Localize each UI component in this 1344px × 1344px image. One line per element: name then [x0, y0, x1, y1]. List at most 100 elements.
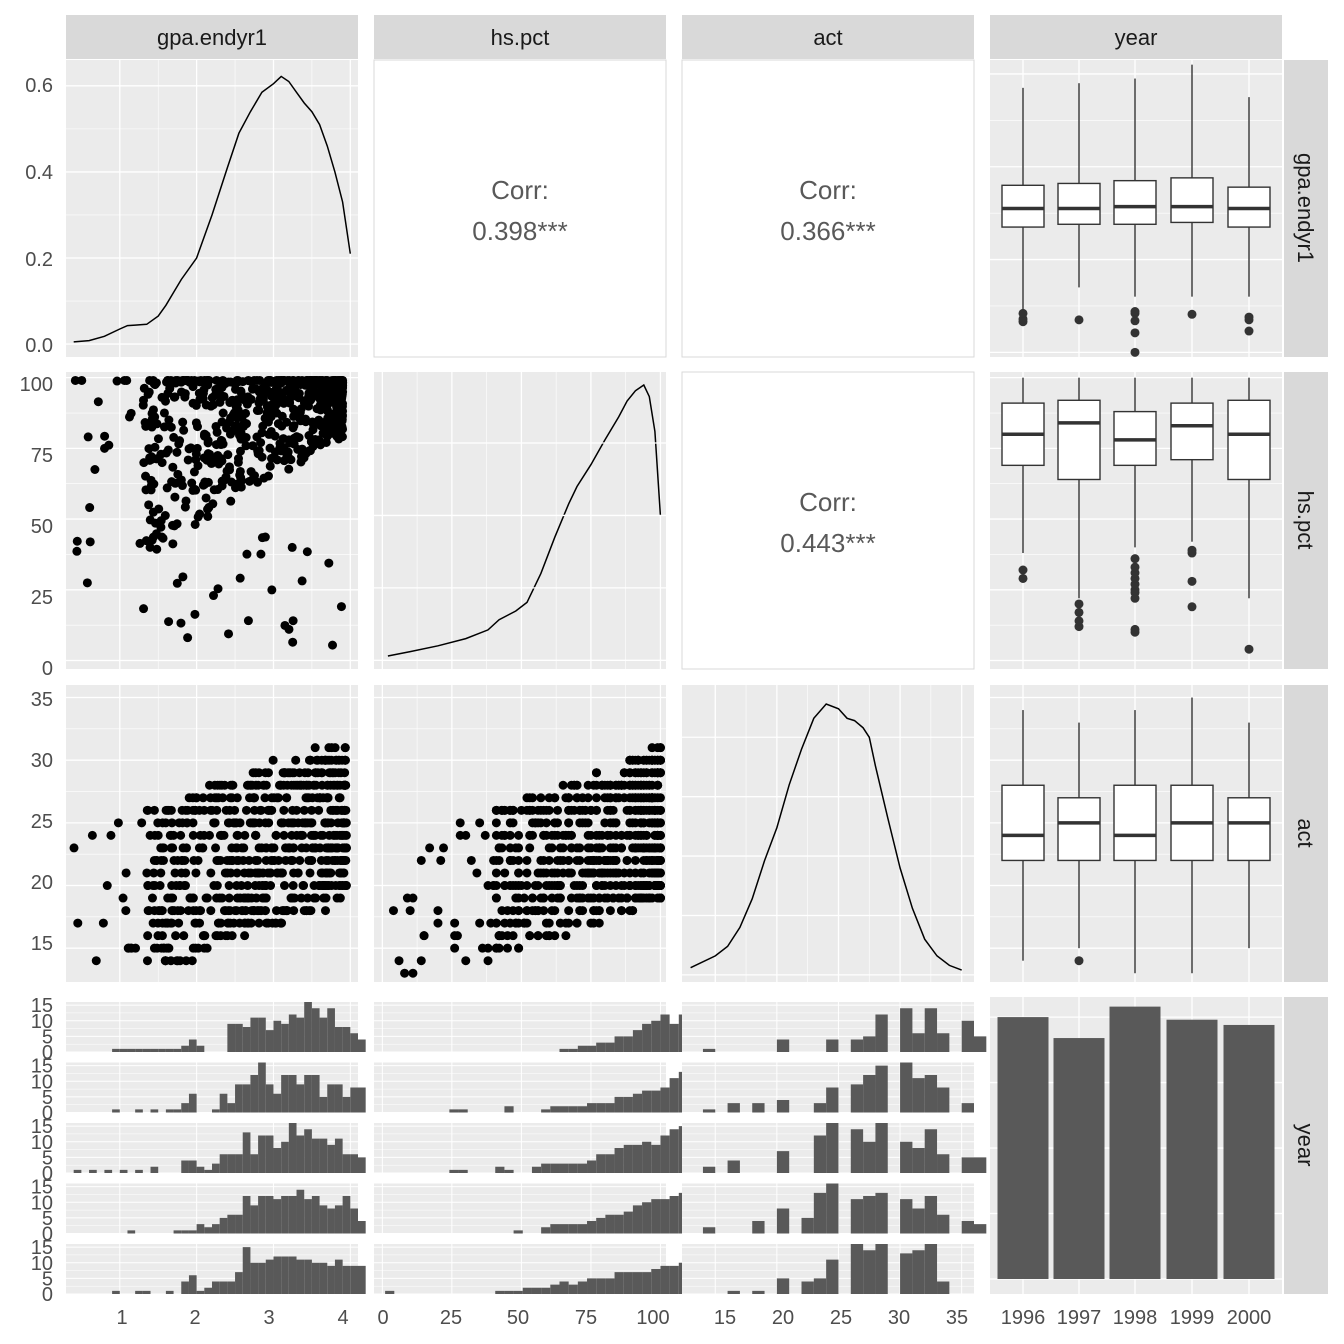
scatter-point	[301, 417, 311, 427]
hist-bar	[219, 1154, 228, 1173]
scatter-point	[600, 818, 610, 828]
scatter-point	[223, 450, 233, 460]
scatter-point	[219, 476, 229, 486]
hist-bar	[632, 1093, 643, 1113]
hist-bar	[242, 1132, 251, 1173]
scatter-point	[483, 881, 493, 891]
scatter-point	[289, 906, 299, 916]
scatter-point	[176, 618, 186, 628]
panel-gpa-gpa	[66, 60, 358, 357]
scatter-point	[611, 855, 621, 865]
hist-bar	[334, 1259, 343, 1294]
scatter-point	[310, 893, 320, 903]
hist-bar	[826, 1123, 839, 1173]
scatter-point	[167, 818, 177, 828]
scatter-point	[232, 843, 242, 853]
scatter-point	[171, 881, 181, 891]
scatter-point	[243, 918, 253, 928]
scatter-point	[178, 417, 188, 427]
box-1996	[1001, 784, 1045, 862]
hist-bar	[559, 1224, 569, 1234]
hist-bar	[495, 1290, 505, 1294]
box-outlier	[1018, 308, 1028, 318]
scatter-point	[243, 881, 253, 891]
scatter-point	[522, 855, 532, 865]
scatter-point	[550, 906, 560, 916]
scatter-point	[594, 893, 604, 903]
scatter-point	[528, 793, 538, 803]
strip-top-gpa	[66, 15, 358, 59]
scatter-point	[491, 830, 501, 840]
scatter-point	[217, 830, 227, 840]
scatter-point	[213, 485, 223, 495]
hist-bar	[801, 1217, 814, 1234]
scatter-point	[241, 441, 251, 451]
scatter-point	[505, 855, 515, 865]
hist-bar	[188, 1039, 197, 1052]
hist-bar	[541, 1163, 551, 1173]
scatter-point	[102, 881, 112, 891]
scatter-point	[268, 755, 278, 765]
scatter-point	[263, 417, 273, 427]
scatter-point	[583, 843, 593, 853]
scatter-point	[491, 893, 501, 903]
hist-bar	[727, 1103, 740, 1113]
scatter-point	[291, 755, 301, 765]
scatter-point	[279, 805, 289, 815]
scatter-point	[253, 477, 263, 487]
xtick-hspct-75: 75	[575, 1307, 597, 1329]
scatter-point	[183, 455, 193, 465]
scatter-point	[321, 818, 331, 828]
scatter-point	[268, 855, 278, 865]
hist-bar	[875, 1244, 888, 1294]
scatter-point	[491, 818, 501, 828]
scatter-point	[642, 805, 652, 815]
scatter-point	[522, 881, 532, 891]
hist-bar	[227, 1281, 236, 1294]
scatter-point	[336, 375, 346, 385]
scatter-point	[553, 855, 563, 865]
hist-bar	[319, 1262, 328, 1294]
scatter-point	[625, 780, 635, 790]
scatter-point	[491, 868, 501, 878]
scatter-point	[83, 432, 93, 442]
hist-bar	[350, 1033, 358, 1052]
scatter-point	[228, 818, 238, 828]
hist-bar	[541, 1287, 551, 1294]
scatter-point	[336, 602, 346, 612]
scatter-point	[284, 624, 294, 634]
scatter-point	[198, 843, 208, 853]
hist-bar	[850, 1129, 864, 1173]
hist-bar	[912, 1148, 925, 1173]
scatter-point	[210, 390, 220, 400]
scatter-point	[282, 793, 292, 803]
hist-bar	[73, 1169, 82, 1173]
scatter-point	[625, 768, 635, 778]
scatter-point	[625, 830, 635, 840]
scatter-point	[550, 793, 560, 803]
scatter-point	[256, 438, 266, 448]
hist-bar	[227, 1154, 236, 1173]
scatter-point	[266, 453, 276, 463]
scatter-point	[176, 475, 186, 485]
scatter-point	[288, 423, 298, 433]
scatter-point	[655, 893, 665, 903]
hist-bar	[924, 1129, 938, 1173]
scatter-point	[483, 956, 493, 966]
scatter-point	[163, 445, 173, 455]
scatter-point	[305, 446, 315, 456]
scatter-point	[243, 893, 253, 903]
scatter-point	[539, 893, 549, 903]
scatter-point	[405, 906, 415, 916]
scatter-point	[461, 956, 471, 966]
scatter-point	[289, 843, 299, 853]
hist-bar	[196, 1290, 205, 1294]
scatter-point	[297, 576, 307, 586]
box-outlier	[1187, 576, 1197, 586]
scatter-point	[338, 818, 348, 828]
scatter-point	[226, 496, 236, 506]
scatter-point	[156, 868, 166, 878]
scatter-point	[491, 805, 501, 815]
hist-bar	[813, 1135, 827, 1173]
hist-bar	[204, 1169, 212, 1173]
